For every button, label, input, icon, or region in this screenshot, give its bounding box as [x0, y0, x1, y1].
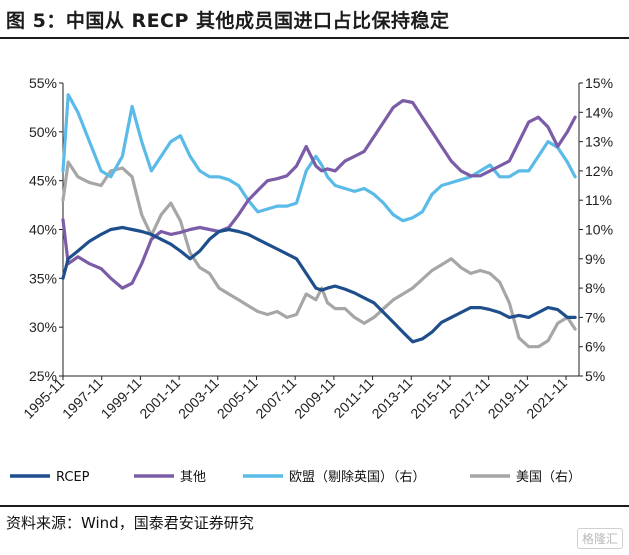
series-line-3 — [61, 160, 577, 349]
series-line-0 — [61, 225, 577, 344]
top-rule — [0, 37, 629, 39]
right-tick-label: 11% — [585, 192, 612, 208]
left-tick-label: 40% — [29, 222, 57, 238]
right-tick-label: 8% — [585, 280, 605, 296]
right-tick-label: 7% — [585, 309, 605, 325]
right-tick-label: 13% — [585, 134, 613, 150]
legend-label: RCEP — [56, 470, 90, 485]
left-tick-label: 50% — [29, 124, 57, 140]
x-tick-label: 2019-11 — [485, 375, 532, 422]
left-tick-label: 45% — [29, 173, 57, 189]
legend-label: 欧盟（剔除英国）（右） — [289, 470, 426, 485]
right-tick-label: 5% — [585, 368, 605, 384]
x-tick-label: 2015-11 — [407, 375, 454, 422]
source-note: 资料来源：Wind，国泰君安证券研究 — [6, 514, 254, 532]
left-tick-label: 30% — [29, 319, 57, 335]
x-tick-label: 1997-11 — [59, 375, 106, 422]
figure-title: 图 5：中国从 RECP 其他成员国进口占比保持稳定 — [6, 10, 450, 32]
bottom-rule — [0, 505, 629, 507]
line-chart: 25% 30% 35% 40% 45% 50% 55% 5% 6% 7% 8% 9% 10% 11% 12%… — [10, 75, 613, 485]
left-tick-label: 35% — [29, 270, 57, 286]
left-tick-label: 25% — [29, 368, 57, 384]
legend-label: 美国（右） — [516, 470, 581, 485]
watermark-logo: 格隆汇 — [576, 528, 623, 549]
x-tick-label: 2011-11 — [330, 375, 376, 421]
x-tick-label: 2021-11 — [523, 375, 570, 422]
legend-label: 其他 — [180, 470, 206, 485]
right-tick-label: 9% — [585, 251, 605, 267]
right-tick-label: 10% — [585, 222, 613, 238]
right-tick-label: 6% — [585, 339, 605, 355]
x-tick-label: 2017-11 — [446, 375, 493, 422]
x-tick-label: 1999-11 — [98, 375, 145, 422]
x-tick-label: 2007-11 — [252, 375, 299, 422]
x-tick-label: 2013-11 — [368, 375, 415, 422]
left-tick-label: 55% — [29, 75, 57, 91]
x-tick-label: 2003-11 — [175, 375, 222, 422]
right-tick-label: 15% — [585, 75, 613, 91]
x-tick-label: 2009-11 — [291, 375, 338, 422]
series-line-2 — [61, 93, 577, 223]
x-tick-label: 2005-11 — [214, 375, 261, 422]
series-line-1 — [61, 99, 577, 290]
right-tick-label: 14% — [585, 104, 613, 120]
x-tick-label: 2001-11 — [136, 375, 183, 422]
right-tick-label: 12% — [585, 163, 613, 179]
